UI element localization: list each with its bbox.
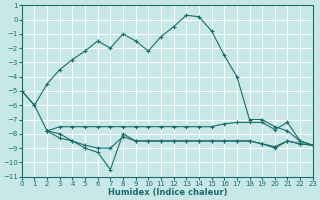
X-axis label: Humidex (Indice chaleur): Humidex (Indice chaleur) <box>108 188 227 197</box>
